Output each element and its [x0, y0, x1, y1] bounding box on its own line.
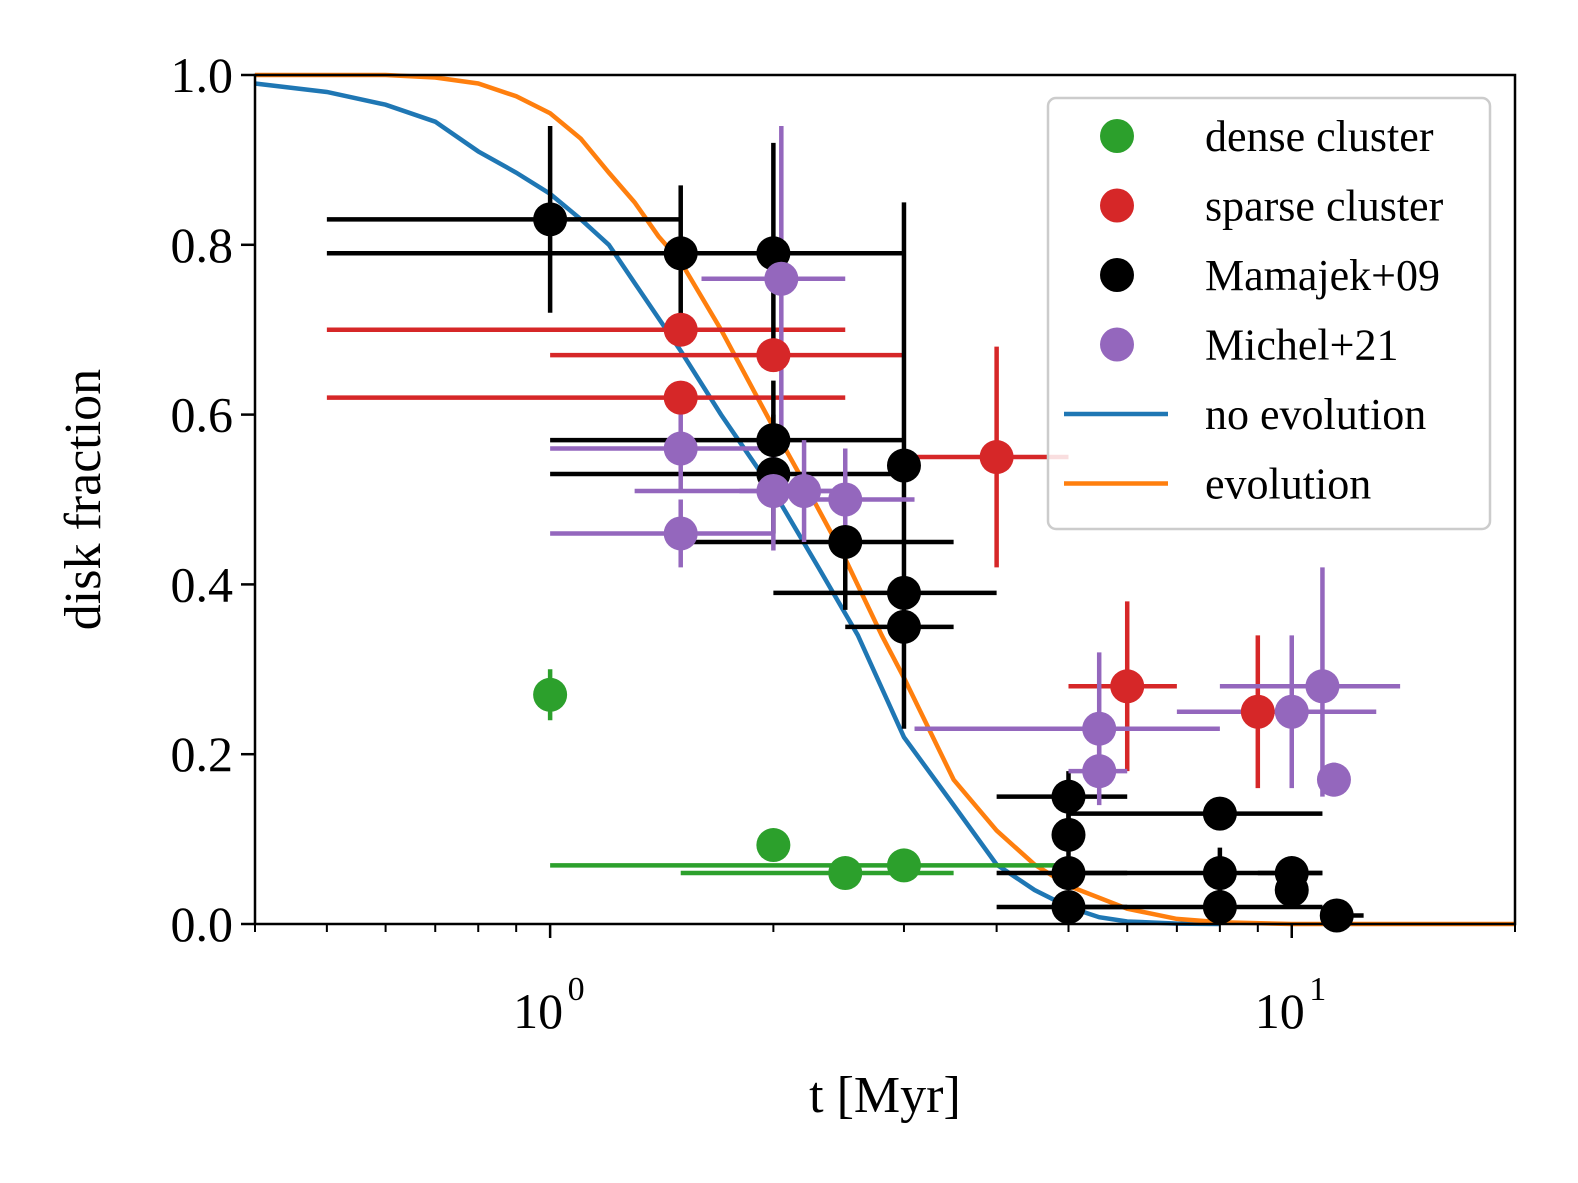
- legend: dense cluster sparse cluster Mamajek+09 Mic…: [1046, 96, 1492, 531]
- point-sparse-cluster-2: [756, 338, 791, 373]
- point-michel-21-4: [787, 474, 822, 509]
- x-axis-label: t [Myr]: [809, 1067, 961, 1124]
- point-michel-21-0: [764, 261, 799, 296]
- x-tick-label-exp-0: 0: [568, 971, 585, 1008]
- point-mamajek-09-1: [663, 236, 698, 271]
- legend-label-dense-cluster: dense cluster: [1205, 112, 1434, 161]
- point-sparse-cluster-3: [979, 440, 1014, 475]
- point-mamajek-09-10: [1051, 817, 1086, 852]
- axis-ticks: [241, 73, 1516, 938]
- legend-swatch-sparse-cluster: [1100, 188, 1134, 223]
- point-michel-21-10: [1316, 762, 1351, 797]
- legend-label-no-evolution: no evolution: [1205, 390, 1426, 439]
- x-tick-label-exp-1: 1: [1309, 971, 1326, 1008]
- y-tick-label-3: 0.6: [171, 387, 234, 443]
- legend-label-sparse-cluster: sparse cluster: [1205, 182, 1444, 231]
- point-mamajek-09-9: [1051, 779, 1086, 814]
- point-mamajek-09-13: [1202, 796, 1237, 831]
- point-mamajek-09-8: [886, 609, 921, 644]
- legend-label-evolution: evolution: [1205, 460, 1371, 509]
- point-dense-cluster-3: [886, 848, 921, 883]
- point-michel-21-7: [1082, 754, 1117, 789]
- point-mamajek-09-7: [886, 575, 921, 610]
- legend-label-michel-21: Michel+21: [1205, 321, 1398, 370]
- plot-points: [533, 202, 1354, 933]
- point-mamajek-09-14: [1202, 856, 1237, 891]
- point-sparse-cluster-0: [663, 312, 698, 347]
- point-sparse-cluster-5: [1240, 694, 1275, 729]
- point-mamajek-09-15: [1202, 890, 1237, 925]
- point-mamajek-09-0: [533, 202, 568, 237]
- point-mamajek-09-3: [756, 423, 791, 458]
- x-tick-label-base-0: 10: [513, 983, 563, 1039]
- y-tick-label-5: 1.0: [171, 47, 234, 103]
- y-axis-label: disk fraction: [55, 369, 112, 630]
- point-michel-21-1: [663, 431, 698, 466]
- point-michel-21-6: [1082, 711, 1117, 746]
- y-tick-label-2: 0.4: [171, 556, 234, 612]
- x-tick-label-base-1: 10: [1255, 983, 1305, 1039]
- point-michel-21-3: [756, 474, 791, 509]
- point-sparse-cluster-4: [1110, 669, 1145, 704]
- point-dense-cluster-1: [756, 828, 791, 863]
- point-mamajek-09-5: [828, 524, 863, 559]
- legend-swatch-mamajek-09: [1100, 258, 1134, 292]
- point-michel-21-2: [663, 516, 698, 551]
- x-tick-label-0: 10 0: [513, 971, 585, 1039]
- y-tick-label-4: 0.8: [171, 217, 234, 273]
- y-tick-label-0: 0.0: [171, 896, 234, 952]
- point-mamajek-09-17: [1274, 873, 1309, 908]
- point-dense-cluster-0: [533, 677, 568, 712]
- point-mamajek-09-6: [886, 448, 921, 483]
- plot-frame: [253, 73, 1517, 926]
- tick-labels: 0.00.20.40.60.81.010 0 10 1: [171, 47, 1327, 1039]
- point-michel-21-9: [1305, 669, 1340, 704]
- point-mamajek-09-12: [1051, 890, 1086, 925]
- point-michel-21-5: [828, 482, 863, 517]
- legend-swatch-dense-cluster: [1100, 119, 1134, 153]
- legend-box: [1046, 96, 1492, 531]
- point-sparse-cluster-1: [663, 380, 698, 415]
- legend-label-mamajek-09: Mamajek+09: [1205, 251, 1440, 300]
- point-michel-21-8: [1274, 694, 1309, 729]
- point-mamajek-09-18: [1319, 898, 1354, 933]
- point-dense-cluster-2: [828, 856, 863, 891]
- x-tick-label-1: 10 1: [1255, 971, 1327, 1039]
- legend-swatch-michel-21: [1100, 327, 1134, 362]
- y-tick-label-1: 0.2: [171, 726, 234, 782]
- point-mamajek-09-11: [1051, 856, 1086, 891]
